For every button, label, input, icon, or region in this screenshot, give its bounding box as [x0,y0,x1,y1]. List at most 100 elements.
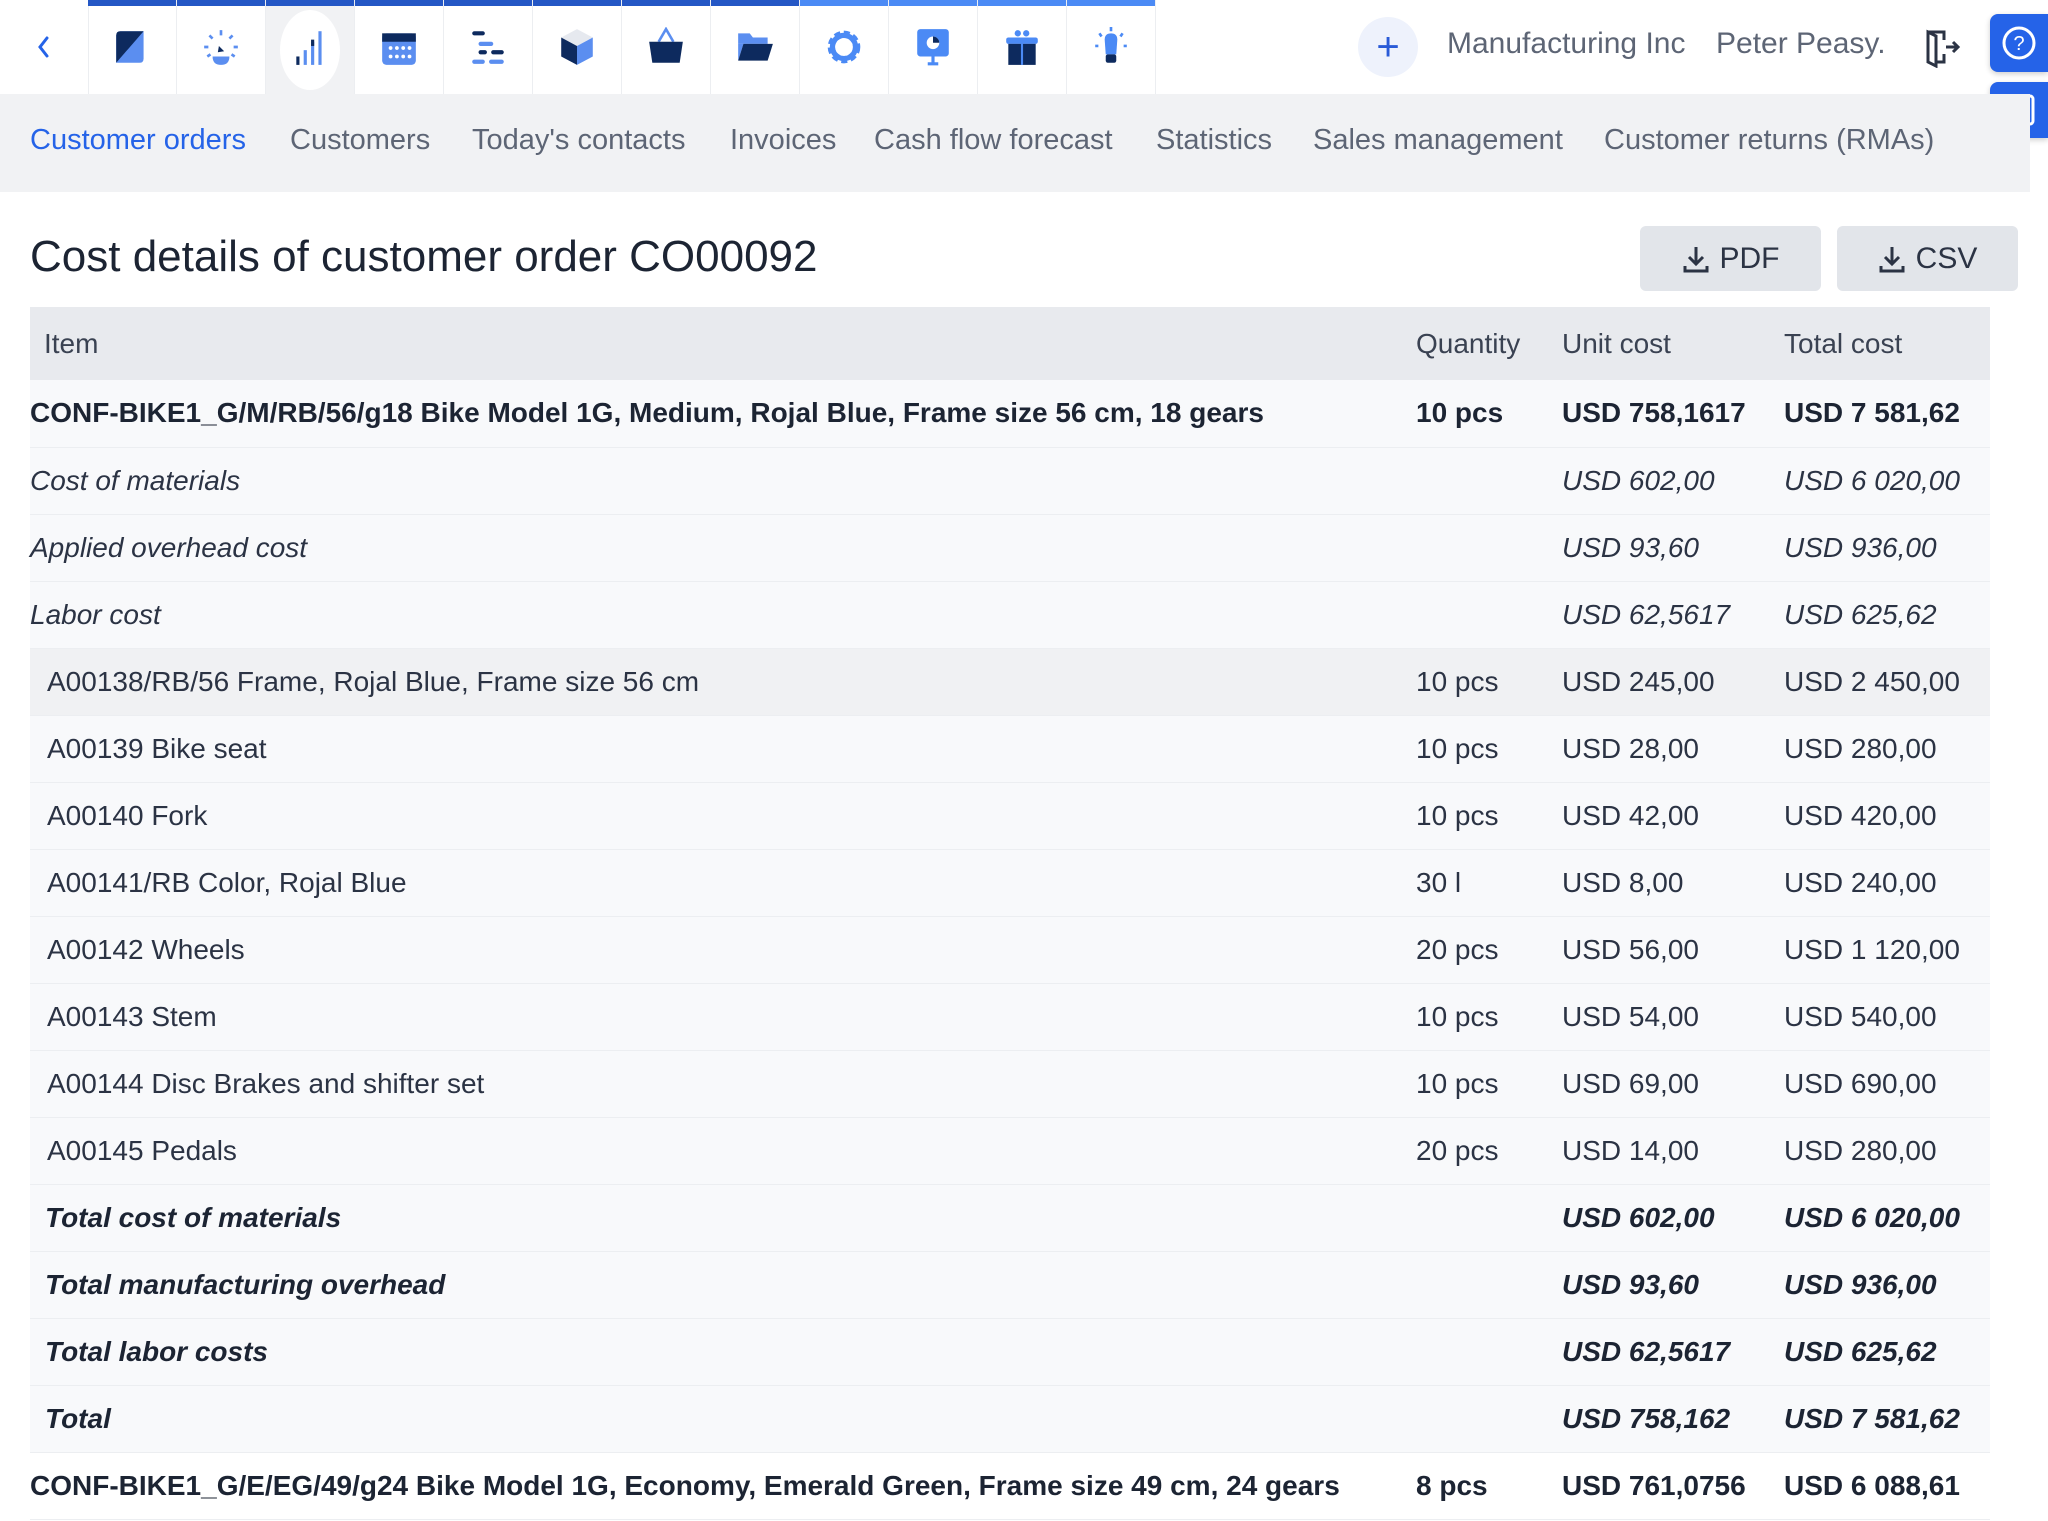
help-button[interactable]: ? [1990,14,2048,72]
cell-quantity: 10 pcs [1416,648,1562,716]
cell-total-cost: USD 6 020,00 [1784,1184,1990,1252]
cell-unit-cost: USD 8,00 [1562,849,1784,917]
cell-total-cost: USD 6 088,61 [1784,1452,1990,1520]
tab-customer-returns[interactable]: Customer returns (RMAs) [1604,124,1935,156]
gantt-icon [472,31,504,64]
download-pdf-button[interactable]: PDF [1640,226,1821,291]
table-row: A00138/RB/56 Frame, Rojal Blue, Frame si… [30,648,1990,716]
cell-unit-cost: USD 245,00 [1562,648,1784,716]
download-csv-button[interactable]: CSV [1837,226,2018,291]
cell-total-cost: USD 420,00 [1784,782,1990,850]
module-gantt[interactable] [444,0,533,94]
table-row: A00145 Pedals 20 pcs USD 14,00 USD 280,00 [30,1117,1990,1185]
speedometer-icon [204,30,238,65]
cell-unit-cost: USD 758,1617 [1562,380,1784,448]
cell-unit-cost: USD 14,00 [1562,1117,1784,1185]
cell-item: A00140 Fork [30,782,1416,850]
cell-total-cost: USD 690,00 [1784,1050,1990,1118]
cell-item: Total labor costs [30,1318,1416,1386]
svg-text:?: ? [2013,33,2024,55]
table-row: Total cost of materials USD 602,00 USD 6 0… [30,1184,1990,1252]
tab-invoices[interactable]: Invoices [730,124,837,156]
cell-item: Applied overhead cost [30,514,1416,582]
cell-unit-cost: USD 93,60 [1562,1251,1784,1319]
company-name[interactable]: Manufacturing Inc [1447,27,1686,60]
tab-customer-orders[interactable]: Customer orders [30,124,246,156]
cell-unit-cost: USD 28,00 [1562,715,1784,783]
tab-customers[interactable]: Customers [290,124,431,156]
module-box[interactable] [533,0,622,94]
table-row: Cost of materials USD 602,00 USD 6 020,00 [30,447,1990,515]
tab-cash-flow-forecast[interactable]: Cash flow forecast [874,124,1113,156]
active-indicator [280,10,340,90]
table-row: Total manufacturing overhead USD 93,60 USD… [30,1251,1990,1319]
header-quantity: Quantity [1416,307,1562,380]
table-row: A00141/RB Color, Rojal Blue 30 l USD 8,00 U… [30,849,1990,917]
module-dashboard[interactable] [88,0,177,94]
cell-quantity [1416,1385,1562,1453]
table-row: CONF-BIKE1_G/M/RB/56/g18 Bike Model 1G, … [30,380,1990,448]
module-gift[interactable] [978,0,1067,94]
cell-unit-cost: USD 758,162 [1562,1385,1784,1453]
module-folder[interactable] [711,0,800,94]
cell-item: Cost of materials [30,447,1416,515]
cell-unit-cost: USD 42,00 [1562,782,1784,850]
cell-unit-cost: USD 62,5617 [1562,1318,1784,1386]
table-header: Item Quantity Unit cost Total cost [30,307,1990,380]
module-presentation[interactable] [889,0,978,94]
table-row: A00142 Wheels 20 pcs USD 56,00 USD 1 120,00 [30,916,1990,984]
cell-item: Total [30,1385,1416,1453]
cell-item: A00139 Bike seat [30,715,1416,783]
cell-item: A00144 Disc Brakes and shifter set [30,1050,1416,1118]
cell-quantity: 10 pcs [1416,715,1562,783]
cell-total-cost: USD 936,00 [1784,1251,1990,1319]
module-bar-chart[interactable] [266,0,355,94]
module-strip [800,0,888,6]
cell-total-cost: USD 2 450,00 [1784,648,1990,716]
back-button[interactable] [0,0,89,94]
cell-item: A00141/RB Color, Rojal Blue [30,849,1416,917]
top-toolbar: + Manufacturing Inc Peter Peasy. [0,0,2048,94]
tab-todays-contacts[interactable]: Today's contacts [472,124,686,156]
tab-statistics[interactable]: Statistics [1156,124,1273,156]
module-basket[interactable] [622,0,711,94]
csv-label: CSV [1915,241,1978,275]
cell-total-cost: USD 625,62 [1784,1318,1990,1386]
page-title: Cost details of customer order CO00092 [30,232,818,281]
module-gear[interactable] [800,0,889,94]
chevron-left-icon [38,36,49,58]
download-icon [1683,246,1708,272]
module-speedometer[interactable] [177,0,266,94]
logout-icon[interactable] [1920,26,1962,68]
cell-quantity [1416,1318,1562,1386]
cell-unit-cost: USD 761,0756 [1562,1452,1784,1520]
module-strip [711,0,799,6]
cell-item: CONF-BIKE1_G/E/EG/49/g24 Bike Model 1G, … [30,1452,1416,1520]
dashboard-icon [116,31,144,63]
pdf-label: PDF [1719,241,1780,275]
module-lightbulb[interactable] [1067,0,1156,94]
basket-icon [649,27,683,63]
module-calendar[interactable] [355,0,444,94]
cell-total-cost: USD 240,00 [1784,849,1990,917]
user-name[interactable]: Peter Peasy. [1716,27,1886,60]
table-row: Applied overhead cost USD 93,60 USD 936,00 [30,514,1990,582]
table-row: A00140 Fork 10 pcs USD 42,00 USD 420,00 [30,782,1990,850]
cell-quantity [1416,1184,1562,1252]
cell-unit-cost: USD 602,00 [1562,447,1784,515]
add-button[interactable]: + [1358,17,1418,77]
table-row: Total USD 758,162 USD 7 581,62 [30,1385,1990,1453]
module-strip [177,0,265,6]
header-unit-cost: Unit cost [1562,307,1784,380]
cell-total-cost: USD 280,00 [1784,715,1990,783]
folder-icon [738,33,773,61]
cell-total-cost: USD 936,00 [1784,514,1990,582]
cell-quantity [1416,1251,1562,1319]
cell-unit-cost: USD 56,00 [1562,916,1784,984]
cell-quantity: 10 pcs [1416,782,1562,850]
cell-total-cost: USD 7 581,62 [1784,1385,1990,1453]
table-row: A00144 Disc Brakes and shifter set 10 pcs… [30,1050,1990,1118]
header-total-cost: Total cost [1784,307,1990,380]
tab-sales-management[interactable]: Sales management [1313,124,1563,156]
cell-unit-cost: USD 54,00 [1562,983,1784,1051]
